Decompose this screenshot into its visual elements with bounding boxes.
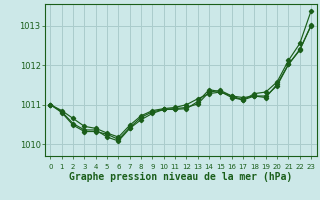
X-axis label: Graphe pression niveau de la mer (hPa): Graphe pression niveau de la mer (hPa) bbox=[69, 172, 292, 182]
